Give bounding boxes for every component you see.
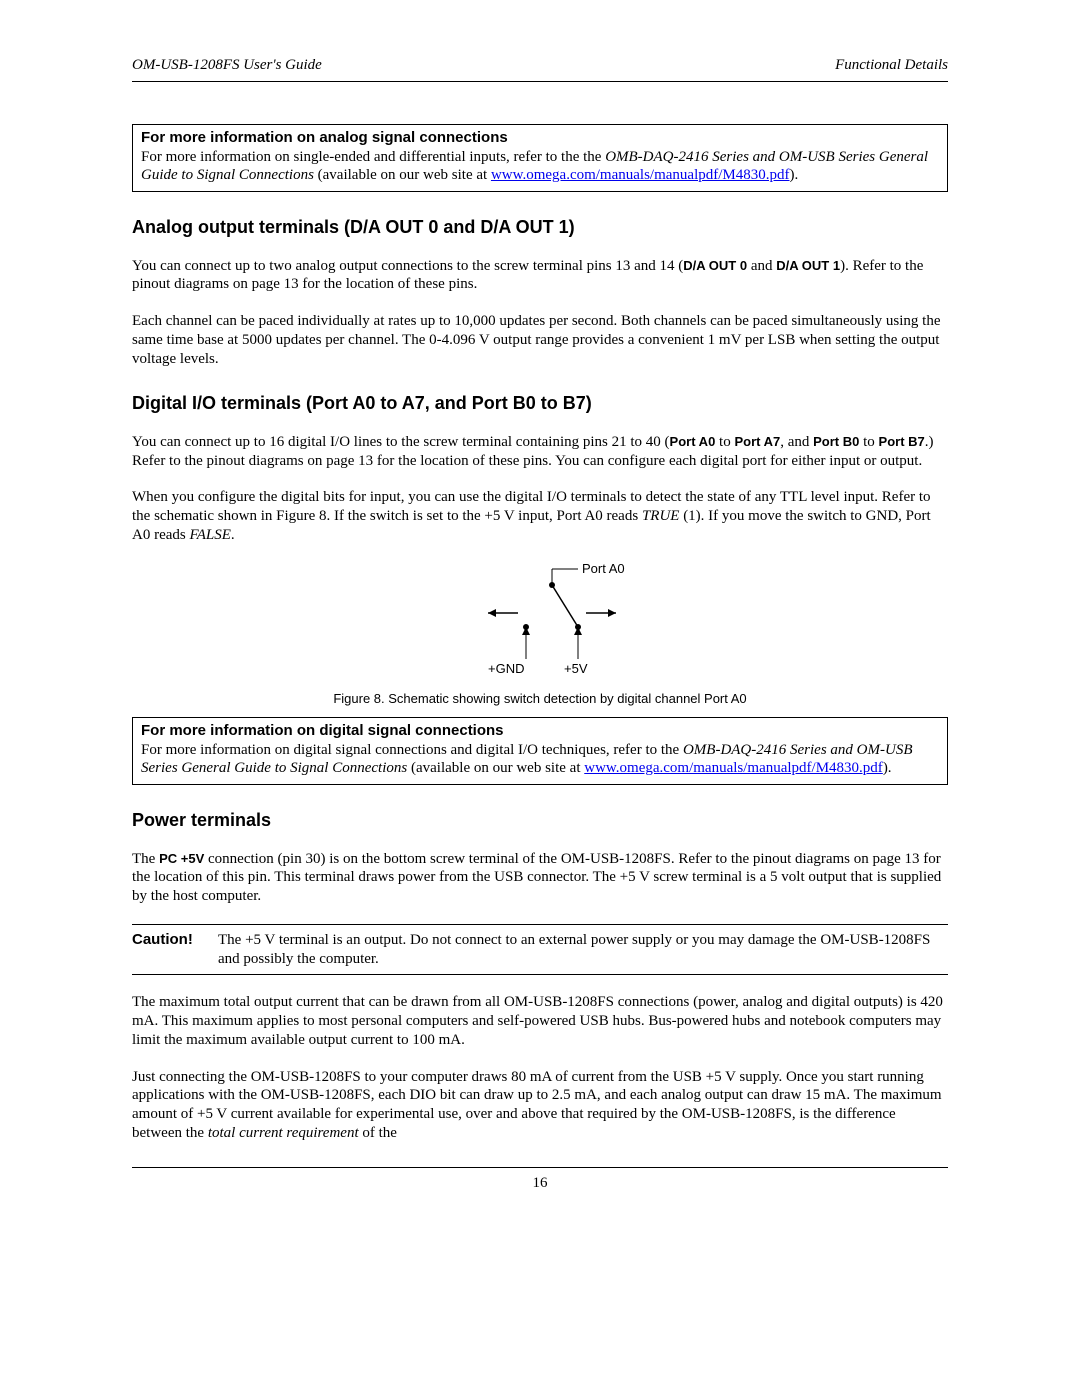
digital-p1-a: You can connect up to 16 digital I/O lin… [132, 434, 670, 450]
digital-p2-c: . [231, 527, 235, 543]
analog-p1-a: You can connect up to two analog output … [132, 258, 683, 274]
info-box-digital-mid: (available on our web site at [407, 760, 584, 776]
figure-8-caption: Figure 8. Schematic showing switch detec… [132, 691, 948, 707]
power-p2: The maximum total output current that ca… [132, 993, 948, 1049]
analog-p1-bold1: D/A OUT 0 [683, 258, 747, 273]
info-box-digital-title: For more information on digital signal c… [141, 722, 939, 741]
analog-p1-b: and [747, 258, 776, 274]
digital-p1-d: to [859, 434, 878, 450]
power-p3: Just connecting the OM-USB-1208FS to you… [132, 1068, 948, 1143]
info-box-digital: For more information on digital signal c… [132, 717, 948, 785]
digital-p2-i1: TRUE [642, 508, 680, 524]
digital-p1-b2: Port A7 [734, 434, 780, 449]
analog-p1: You can connect up to two analog output … [132, 257, 948, 295]
power-p3-italic: total current requirement [208, 1125, 359, 1141]
heading-power: Power terminals [132, 809, 948, 832]
power-p1: The PC +5V connection (pin 30) is on the… [132, 850, 948, 906]
info-box-analog: For more information on analog signal co… [132, 124, 948, 192]
figure-8-schematic: Port A0 +GND +5V [132, 563, 948, 683]
caution-label: Caution! [132, 931, 218, 969]
info-box-analog-close: ). [790, 167, 799, 183]
info-box-digital-close: ). [883, 760, 892, 776]
header-rule [132, 81, 948, 82]
digital-p2: When you configure the digital bits for … [132, 488, 948, 544]
analog-p2: Each channel can be paced individually a… [132, 312, 948, 368]
info-box-analog-lead: For more information on single-ended and… [141, 149, 605, 165]
heading-digital: Digital I/O terminals (Port A0 to A7, an… [132, 392, 948, 415]
digital-p1-b: to [715, 434, 734, 450]
caution-box: Caution! The +5 V terminal is an output.… [132, 924, 948, 976]
heading-analog: Analog output terminals (D/A OUT 0 and D… [132, 216, 948, 239]
info-box-digital-body: For more information on digital signal c… [141, 741, 939, 779]
power-p1-b: connection (pin 30) is on the bottom scr… [132, 851, 941, 905]
footer-rule [132, 1167, 948, 1168]
digital-p1-c: , and [780, 434, 813, 450]
info-box-digital-lead: For more information on digital signal c… [141, 742, 683, 758]
page-number: 16 [132, 1174, 948, 1193]
figure-label-5v: +5V [564, 661, 588, 676]
figure-label-porta0: Port A0 [582, 563, 625, 576]
analog-p1-bold2: D/A OUT 1 [776, 258, 840, 273]
header-right: Functional Details [835, 56, 948, 75]
digital-p1-b3: Port B0 [813, 434, 859, 449]
info-box-analog-link[interactable]: www.omega.com/manuals/manualpdf/M4830.pd… [491, 167, 790, 183]
digital-p2-i2: FALSE [189, 527, 230, 543]
caution-text: The +5 V terminal is an output. Do not c… [218, 931, 948, 969]
power-p1-bold: PC +5V [159, 851, 204, 866]
info-box-analog-title: For more information on analog signal co… [141, 129, 939, 148]
power-p1-a: The [132, 851, 159, 867]
figure-label-gnd: +GND [488, 661, 524, 676]
digital-p1-b1: Port A0 [670, 434, 716, 449]
power-p3-b: of the [359, 1125, 397, 1141]
digital-p1: You can connect up to 16 digital I/O lin… [132, 433, 948, 471]
digital-p1-b4: Port B7 [879, 434, 925, 449]
info-box-analog-body: For more information on single-ended and… [141, 148, 939, 186]
header-left: OM-USB-1208FS User's Guide [132, 56, 322, 75]
info-box-digital-link[interactable]: www.omega.com/manuals/manualpdf/M4830.pd… [584, 760, 883, 776]
info-box-analog-mid: (available on our web site at [314, 167, 491, 183]
